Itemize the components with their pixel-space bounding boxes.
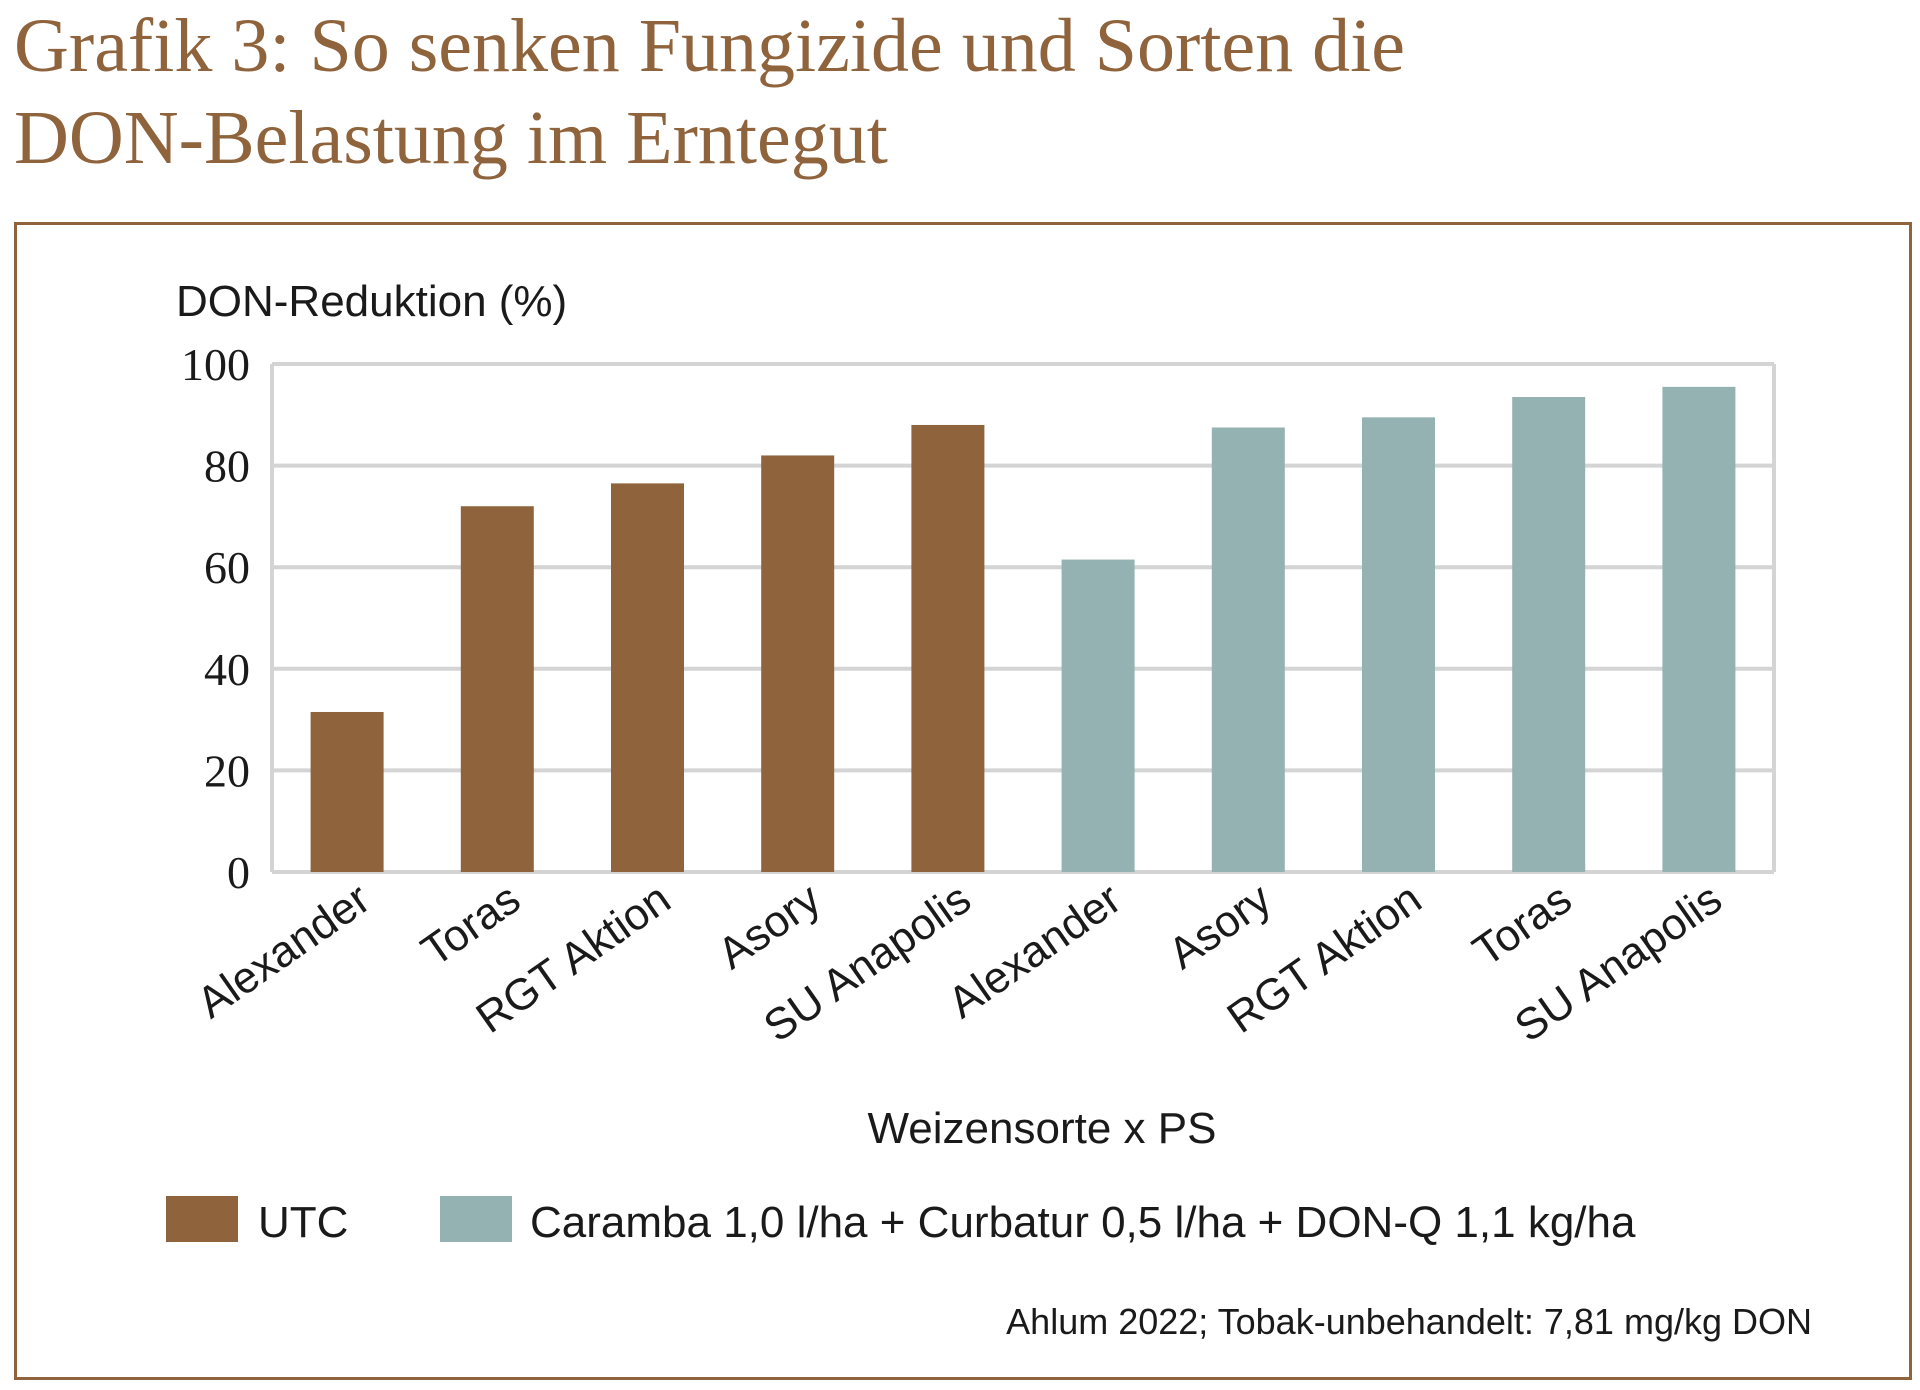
y-tick-label: 100 <box>181 339 250 390</box>
y-tick-labels: 0 20 40 60 80 100 <box>181 339 250 898</box>
chart-title-line-1: Grafik 3: So senken Fungizide und Sorten… <box>14 4 1406 88</box>
y-tick-label: 0 <box>227 847 250 898</box>
legend: UTC Caramba 1,0 l/ha + Curbatur 0,5 l/ha… <box>166 1196 1636 1247</box>
chart-title-line-2: DON-Belastung im Erntegut <box>14 96 888 180</box>
bar <box>1512 397 1586 872</box>
y-tick-label: 80 <box>204 441 250 492</box>
bar <box>761 455 835 872</box>
source-note: Ahlum 2022; Tobak-unbehandelt: 7,81 mg/k… <box>1006 1301 1812 1342</box>
bar <box>1662 386 1736 872</box>
x-tick-label: Alexander <box>939 874 1129 1028</box>
bar <box>611 483 684 872</box>
legend-label-utc: UTC <box>258 1198 348 1247</box>
y-tick-label: 40 <box>204 644 250 695</box>
x-tick-label: Asory <box>1160 874 1280 979</box>
legend-label-treated: Caramba 1,0 l/ha + Curbatur 0,5 l/ha + D… <box>530 1198 1636 1247</box>
bar <box>310 711 384 872</box>
legend-swatch-utc <box>166 1196 238 1242</box>
x-tick-label: Toras <box>413 874 529 976</box>
legend-swatch-treated <box>440 1196 512 1242</box>
bars <box>310 386 1736 872</box>
bar <box>1362 417 1435 872</box>
bar <box>1061 559 1135 872</box>
y-axis-label: DON-Reduktion (%) <box>176 277 567 326</box>
y-tick-label: 20 <box>204 745 250 796</box>
bar <box>1211 427 1285 872</box>
y-tick-label: 60 <box>204 542 250 593</box>
x-tick-label: Toras <box>1464 874 1580 976</box>
chart-frame <box>14 222 1912 1380</box>
bar <box>911 424 985 872</box>
x-axis-label: Weizensorte x PS <box>868 1104 1217 1153</box>
x-tick-label: Asory <box>709 874 829 979</box>
bar <box>460 506 534 872</box>
chart-title: Grafik 3: So senken Fungizide und Sorten… <box>14 0 1894 184</box>
x-tick-label: Alexander <box>188 874 378 1028</box>
